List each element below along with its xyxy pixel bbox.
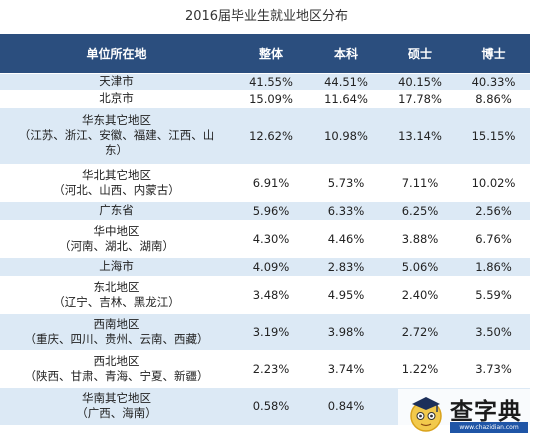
- region-name: 北京市: [99, 91, 134, 105]
- bachelor-value: 4.46%: [309, 220, 383, 258]
- region-detail: （河南、湖北、湖南）: [59, 238, 174, 253]
- bachelor-value: 6.33%: [309, 201, 383, 221]
- master-value: 3.88%: [383, 220, 457, 258]
- region-detail: （江苏、浙江、安徽、福建、江西、山: [18, 128, 215, 142]
- region-cell: 东北地区 （辽宁、吉林、黑龙江）: [0, 276, 233, 314]
- doctor-value: 8.86%: [457, 90, 530, 108]
- doctor-value: 10.02%: [457, 164, 530, 202]
- table-row: 华北其它地区 （河北、山西、内蒙古） 6.91% 5.73% 7.11% 10.02%: [0, 164, 530, 202]
- header-bachelor: 本科: [309, 34, 383, 74]
- bachelor-value: 5.73%: [309, 164, 383, 202]
- region-cell: 华中地区 （河南、湖北、湖南）: [0, 220, 233, 258]
- region-name: 西南地区: [93, 316, 140, 331]
- region-name: 广东省: [99, 203, 134, 217]
- overall-value: 15.09%: [233, 90, 309, 108]
- master-value: 2.72%: [383, 313, 457, 351]
- overall-value: 6.91%: [233, 164, 309, 202]
- scholar-mascot-icon: [410, 397, 442, 432]
- page-title: 2016届毕业生就业地区分布: [184, 9, 349, 24]
- table-body: 天津市 41.55% 44.51% 40.15% 40.33% 北京市 15.09% 11.6…: [0, 73, 530, 426]
- table-row: 天津市 41.55% 44.51% 40.15% 40.33%: [0, 73, 530, 91]
- region-cell: 华东其它地区 （江苏、浙江、安徽、福建、江西、山 东）: [0, 107, 233, 165]
- overall-value: 0.58%: [233, 387, 309, 426]
- region-cell: 北京市: [0, 90, 233, 108]
- region-name: 华南其它地区: [82, 391, 151, 405]
- master-value: 6.25%: [383, 201, 457, 221]
- master-value: 2.40%: [383, 276, 457, 314]
- overall-value: 41.55%: [233, 73, 309, 91]
- header-master: 硕士: [383, 34, 457, 74]
- table-row: 华中地区 （河南、湖北、湖南） 4.30% 4.46% 3.88% 6.76%: [0, 220, 530, 258]
- region-detail: （重庆、四川、贵州、云南、西藏）: [24, 331, 209, 346]
- doctor-value: 5.59%: [457, 276, 530, 314]
- doctor-value: 40.33%: [457, 73, 530, 91]
- header-doctor: 博士: [457, 34, 530, 74]
- employment-region-table: 单位所在地 整体 本科 硕士 博士 天津市 41.55% 44.51% 40.15% 4…: [0, 34, 530, 426]
- header-region: 单位所在地: [0, 34, 233, 74]
- region-cell: 华南其它地区 （广西、海南）: [0, 387, 233, 426]
- region-cell: 上海市: [0, 257, 233, 277]
- overall-value: 12.62%: [233, 107, 309, 165]
- region-name: 东北地区: [93, 279, 140, 294]
- overall-value: 2.23%: [233, 350, 309, 388]
- table-header-row: 单位所在地 整体 本科 硕士 博士: [0, 34, 530, 74]
- doctor-value: 2.56%: [457, 201, 530, 221]
- table-row: 西北地区 （陕西、甘肃、青海、宁夏、新疆） 2.23% 3.74% 1.22% 3.73%: [0, 350, 530, 388]
- region-name: 华中地区: [93, 223, 140, 238]
- overall-value: 3.48%: [233, 276, 309, 314]
- header-overall: 整体: [233, 34, 309, 74]
- doctor-value: 6.76%: [457, 220, 530, 258]
- overall-value: 4.09%: [233, 257, 309, 277]
- region-detail: （陕西、甘肃、青海、宁夏、新疆）: [24, 368, 209, 383]
- doctor-value: 15.15%: [457, 107, 530, 165]
- overall-value: 3.19%: [233, 313, 309, 351]
- master-value: 5.06%: [383, 257, 457, 277]
- region-detail: （辽宁、吉林、黑龙江）: [53, 294, 180, 309]
- bachelor-value: 3.74%: [309, 350, 383, 388]
- watermark-url: www.chazidian.com: [450, 422, 528, 433]
- table-row: 上海市 4.09% 2.83% 5.06% 1.86%: [0, 257, 530, 277]
- region-cell: 华北其它地区 （河北、山西、内蒙古）: [0, 164, 233, 202]
- region-name: 华东其它地区: [82, 113, 151, 127]
- doctor-value: 3.73%: [457, 350, 530, 388]
- region-name: 天津市: [99, 74, 134, 88]
- master-value: 40.15%: [383, 73, 457, 91]
- bachelor-value: 10.98%: [309, 107, 383, 165]
- region-cell: 西北地区 （陕西、甘肃、青海、宁夏、新疆）: [0, 350, 233, 388]
- bachelor-value: 0.84%: [309, 387, 383, 426]
- doctor-value: 1.86%: [457, 257, 530, 277]
- table-row: 东北地区 （辽宁、吉林、黑龙江） 3.48% 4.95% 2.40% 5.59%: [0, 276, 530, 314]
- region-cell: 广东省: [0, 201, 233, 221]
- overall-value: 4.30%: [233, 220, 309, 258]
- chazidian-watermark: 查字典 www.chazidian.com: [398, 389, 533, 442]
- region-detail: 东）: [105, 143, 128, 157]
- table-row: 北京市 15.09% 11.64% 17.78% 8.86%: [0, 90, 530, 108]
- region-detail: （广西、海南）: [76, 406, 157, 420]
- table-row: 广东省 5.96% 6.33% 6.25% 2.56%: [0, 201, 530, 221]
- master-value: 13.14%: [383, 107, 457, 165]
- doctor-value: 3.50%: [457, 313, 530, 351]
- master-value: 17.78%: [383, 90, 457, 108]
- bachelor-value: 44.51%: [309, 73, 383, 91]
- master-value: 7.11%: [383, 164, 457, 202]
- table-row: 西南地区 （重庆、四川、贵州、云南、西藏） 3.19% 3.98% 2.72% 3.50%: [0, 313, 530, 351]
- region-name: 华北其它地区: [82, 167, 151, 182]
- region-detail: （河北、山西、内蒙古）: [53, 182, 180, 197]
- watermark-title: 查字典: [450, 399, 522, 425]
- region-name: 上海市: [99, 259, 134, 273]
- bachelor-value: 4.95%: [309, 276, 383, 314]
- overall-value: 5.96%: [233, 201, 309, 221]
- bachelor-value: 11.64%: [309, 90, 383, 108]
- region-cell: 天津市: [0, 73, 233, 91]
- bachelor-value: 2.83%: [309, 257, 383, 277]
- bachelor-value: 3.98%: [309, 313, 383, 351]
- master-value: 1.22%: [383, 350, 457, 388]
- region-cell: 西南地区 （重庆、四川、贵州、云南、西藏）: [0, 313, 233, 351]
- region-name: 西北地区: [93, 353, 140, 368]
- table-row: 华东其它地区 （江苏、浙江、安徽、福建、江西、山 东） 12.62% 10.98% 13.…: [0, 107, 530, 165]
